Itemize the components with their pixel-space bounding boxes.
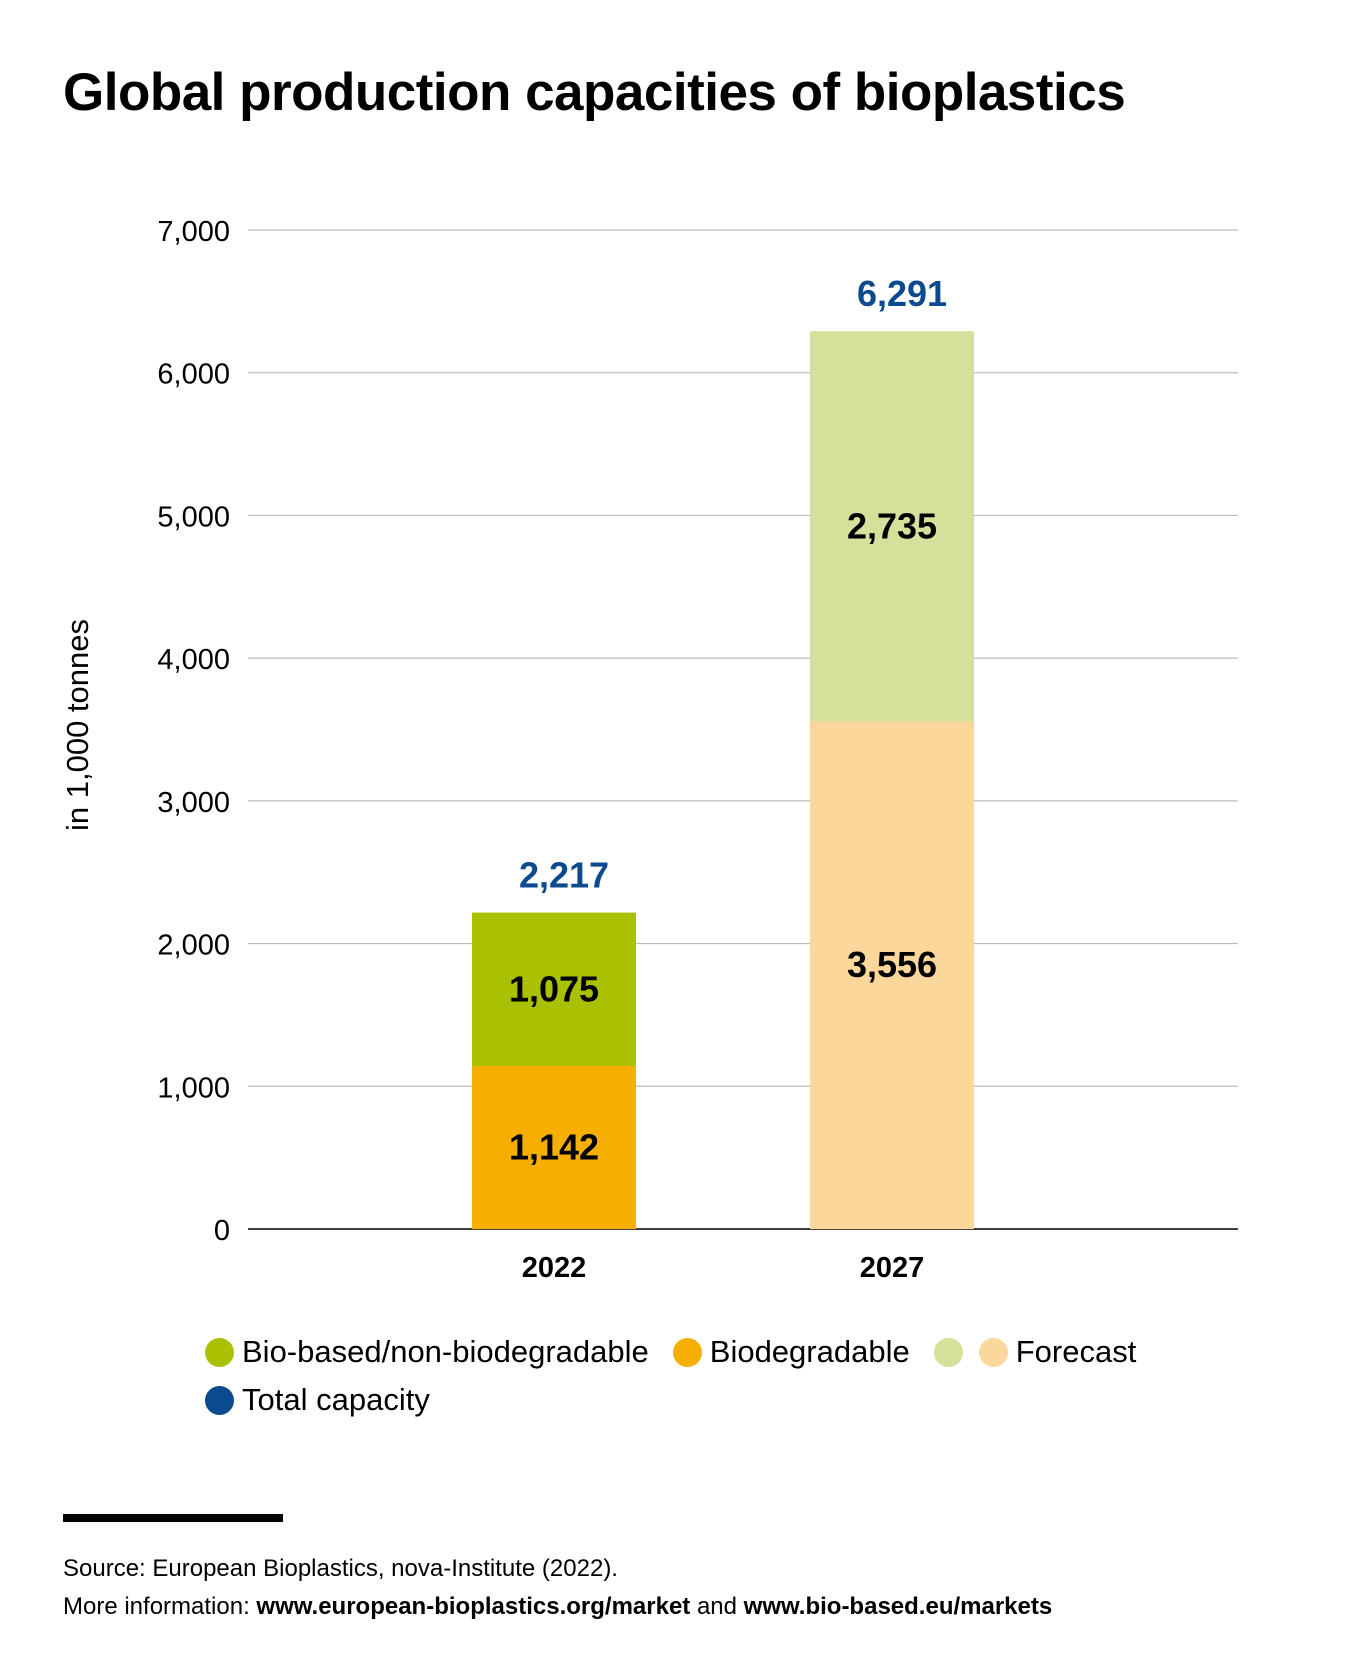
x-tick-label: 2027 [860,1252,925,1284]
bar-value-label: 2,735 [847,505,937,546]
y-axis-label: in 1,000 tonnes [60,619,95,831]
y-tick-label: 1,000 [157,1072,230,1104]
legend-label-total: Total capacity [242,1382,430,1417]
bar-segment [472,912,636,1067]
bar-value-label: 1,142 [509,1127,599,1168]
y-tick-label: 6,000 [157,359,230,391]
more-info-line: More information: www.european-bioplasti… [63,1588,1052,1626]
y-tick-label: 4,000 [157,644,230,676]
legend-label-bio-based: Bio-based/non-biodegradable [242,1334,649,1369]
source-line: Source: European Bioplastics, nova-Insti… [63,1555,618,1582]
chart-legend: Bio-based/non-biodegradable Biodegradabl… [205,1328,1255,1424]
bar-segment [472,1066,636,1229]
bar-segment [810,721,974,1229]
bio-based-legend-dot-icon [205,1337,234,1367]
european-bioplastics-link[interactable]: www.european-bioplastics.org/market [256,1593,691,1620]
y-tick-label: 5,000 [157,501,230,533]
chart-title: Global production capacities of bioplast… [63,63,1126,122]
total-value-label: 2,217 [519,855,609,896]
total-value-label: 6,291 [857,273,947,314]
legend-label-forecast: Forecast [1015,1334,1137,1369]
bar-chart: 0 1,000 2,000 3,000 4,000 5,000 6,000 7,000 in 1… [60,216,1238,1284]
bar-value-label: 3,556 [847,944,937,985]
y-tick-label: 2,000 [157,930,230,962]
biodegradable-legend-dot-icon [672,1337,702,1367]
legend-item-bio-based: Bio-based/non-biodegradable [205,1328,649,1376]
forecast-orange-legend-dot-icon [978,1337,1008,1367]
bar-segment [810,331,974,722]
x-tick-label: 2022 [522,1252,587,1284]
legend-label-biodegradable: Biodegradable [709,1334,910,1369]
forecast-green-legend-dot-icon [933,1337,963,1367]
bar-value-label: 1,075 [509,968,599,1009]
source-note: Source: European Bioplastics, nova-Insti… [63,1550,1052,1626]
y-tick-label: 3,000 [157,787,230,819]
y-tick-label: 7,000 [157,216,230,248]
y-tick-label: 0 [214,1215,230,1247]
more-info-and: and [690,1593,744,1620]
legend-item-forecast: Forecast [933,1328,1137,1376]
total-legend-dot-icon [205,1385,234,1415]
footer-rule [63,1514,283,1522]
legend-item-total: Total capacity [205,1376,430,1424]
bio-based-link[interactable]: www.bio-based.eu/markets [743,1593,1053,1620]
legend-item-biodegradable: Biodegradable [672,1328,910,1376]
more-info-prefix: More information: [63,1593,257,1620]
